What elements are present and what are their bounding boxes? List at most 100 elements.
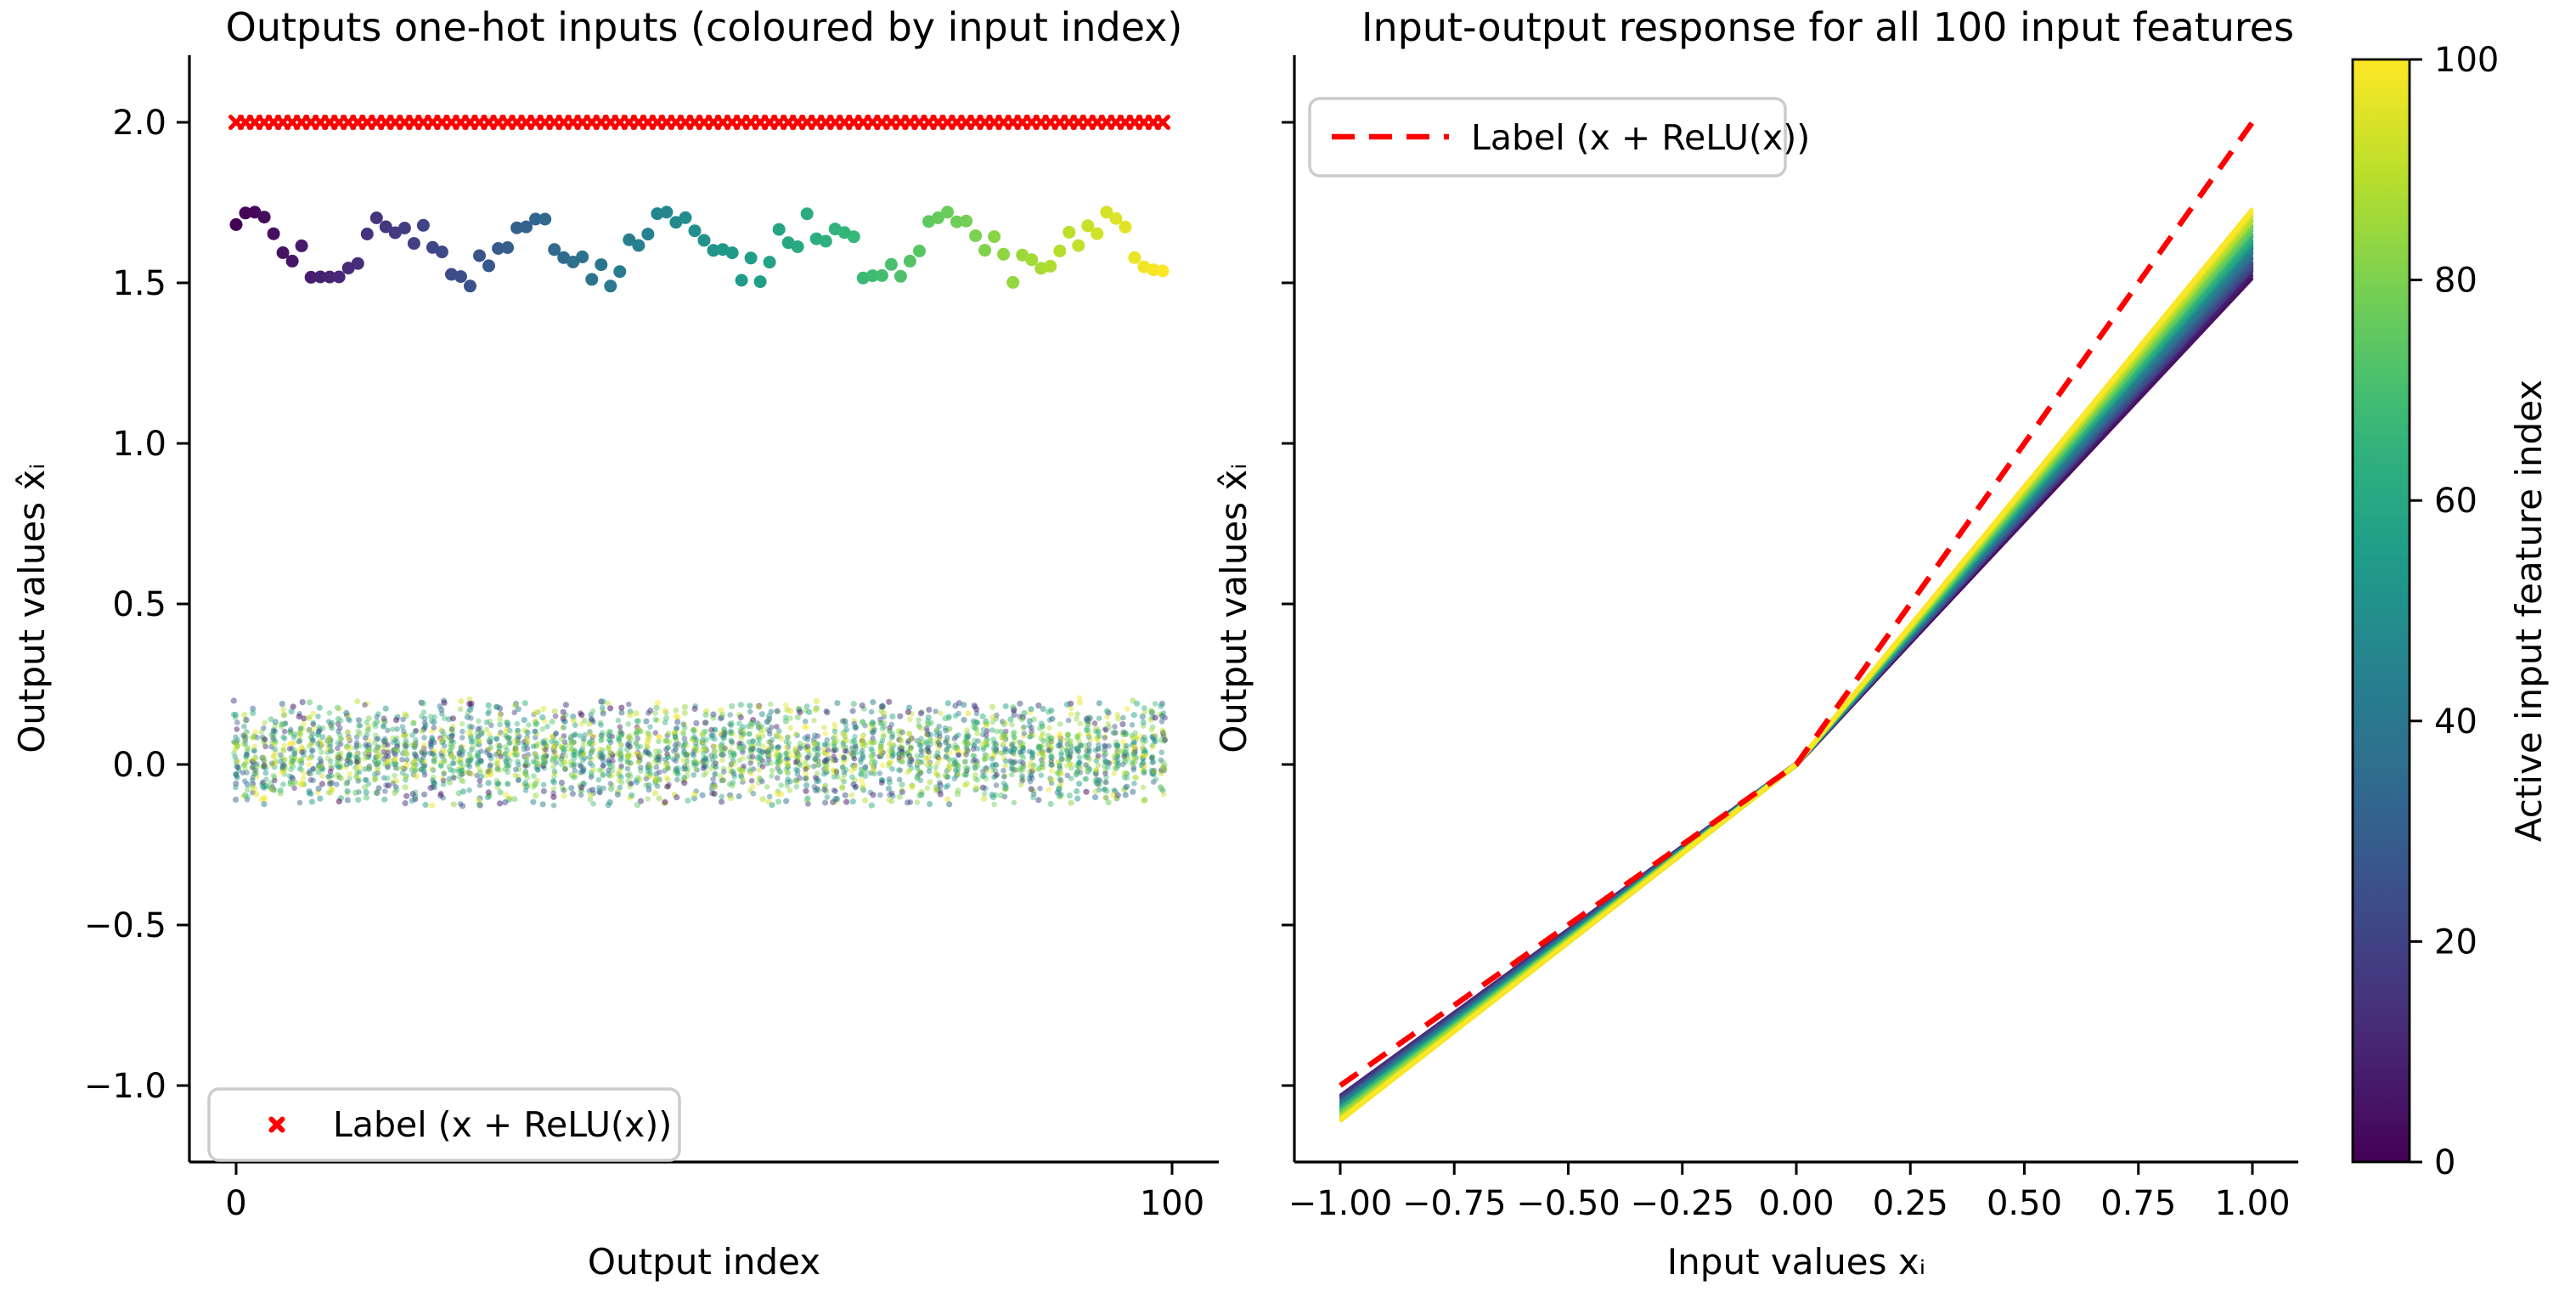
noise-point <box>262 765 269 771</box>
noise-point <box>671 730 677 737</box>
noise-point <box>909 783 916 791</box>
noise-point <box>617 757 623 763</box>
noise-point <box>335 771 341 778</box>
noise-point <box>483 772 490 779</box>
noise-point <box>776 733 782 740</box>
noise-point <box>681 703 689 710</box>
noise-point <box>862 742 869 748</box>
noise-point <box>495 781 501 787</box>
noise-point <box>681 742 687 748</box>
noise-point <box>269 760 275 766</box>
noise-point <box>474 761 481 767</box>
active-output-dot <box>941 206 954 219</box>
noise-point <box>513 747 519 753</box>
noise-point <box>261 736 268 742</box>
noise-point <box>308 753 315 759</box>
noise-point <box>431 714 437 720</box>
noise-point <box>831 721 837 727</box>
noise-point <box>824 769 830 776</box>
noise-point <box>353 759 360 765</box>
noise-point <box>540 754 546 761</box>
noise-point <box>409 732 416 738</box>
noise-point <box>438 750 444 757</box>
noise-point <box>542 759 549 765</box>
noise-point <box>909 758 915 764</box>
noise-point <box>974 730 981 736</box>
noise-point <box>515 737 521 743</box>
noise-point <box>456 751 462 757</box>
active-output-dot <box>903 254 916 268</box>
noise-point <box>830 758 836 764</box>
noise-point <box>551 769 558 775</box>
noise-point <box>232 739 238 746</box>
noise-point <box>916 717 922 723</box>
noise-point <box>907 761 913 768</box>
noise-point <box>253 774 260 780</box>
noise-point <box>403 793 410 799</box>
noise-point <box>741 744 747 750</box>
noise-point <box>391 757 397 763</box>
noise-point <box>606 743 612 750</box>
noise-point <box>961 716 967 724</box>
noise-point <box>355 723 362 729</box>
noise-point <box>577 733 583 739</box>
noise-point <box>963 752 969 758</box>
noise-point <box>600 698 607 705</box>
noise-point <box>485 702 492 709</box>
noise-point <box>572 749 578 755</box>
noise-point <box>588 770 595 776</box>
x-tick-label: −0.50 <box>1516 1184 1621 1223</box>
noise-point <box>475 726 482 732</box>
noise-point <box>250 781 256 787</box>
noise-point <box>759 758 766 764</box>
noise-point <box>1030 765 1036 771</box>
noise-point <box>271 759 278 765</box>
noise-point <box>450 760 457 766</box>
noise-point <box>887 728 893 735</box>
noise-point <box>441 757 448 764</box>
noise-point <box>251 755 257 762</box>
x-tick-label: 0.25 <box>1873 1184 1948 1223</box>
noise-point <box>646 751 652 757</box>
noise-point <box>653 764 660 770</box>
colorbar-label: Active input feature index <box>2508 380 2550 843</box>
noise-point <box>701 755 707 762</box>
noise-point <box>675 741 681 747</box>
noise-point <box>813 745 820 751</box>
noise-point <box>353 751 360 757</box>
noise-point <box>656 757 662 763</box>
noise-point <box>624 757 630 763</box>
noise-point <box>400 732 407 739</box>
noise-point <box>783 738 790 745</box>
noise-point <box>516 761 521 768</box>
noise-point <box>366 764 373 771</box>
y-tick-label: 2.0 <box>112 104 166 143</box>
active-output-dot <box>295 239 308 252</box>
noise-point <box>268 743 275 750</box>
noise-point <box>945 765 952 772</box>
noise-point <box>578 753 583 759</box>
noise-point <box>1020 745 1026 751</box>
noise-point <box>748 746 755 753</box>
noise-point <box>887 728 893 734</box>
noise-point <box>626 734 632 741</box>
response-line <box>1339 223 2254 1116</box>
noise-point <box>634 749 641 756</box>
noise-point <box>232 712 240 719</box>
noise-point <box>420 700 426 707</box>
noise-point <box>692 760 698 766</box>
left-plot-data <box>228 115 1170 809</box>
noise-point <box>362 776 369 783</box>
noise-point <box>943 739 949 746</box>
noise-point <box>412 742 418 748</box>
noise-point <box>923 739 929 745</box>
noise-point <box>409 791 416 798</box>
noise-point <box>261 725 267 731</box>
noise-point <box>362 750 369 757</box>
noise-point <box>803 781 810 789</box>
noise-point <box>647 770 653 776</box>
noise-point <box>740 727 747 734</box>
noise-point <box>889 730 895 737</box>
noise-point <box>717 743 724 750</box>
noise-point <box>460 778 466 785</box>
